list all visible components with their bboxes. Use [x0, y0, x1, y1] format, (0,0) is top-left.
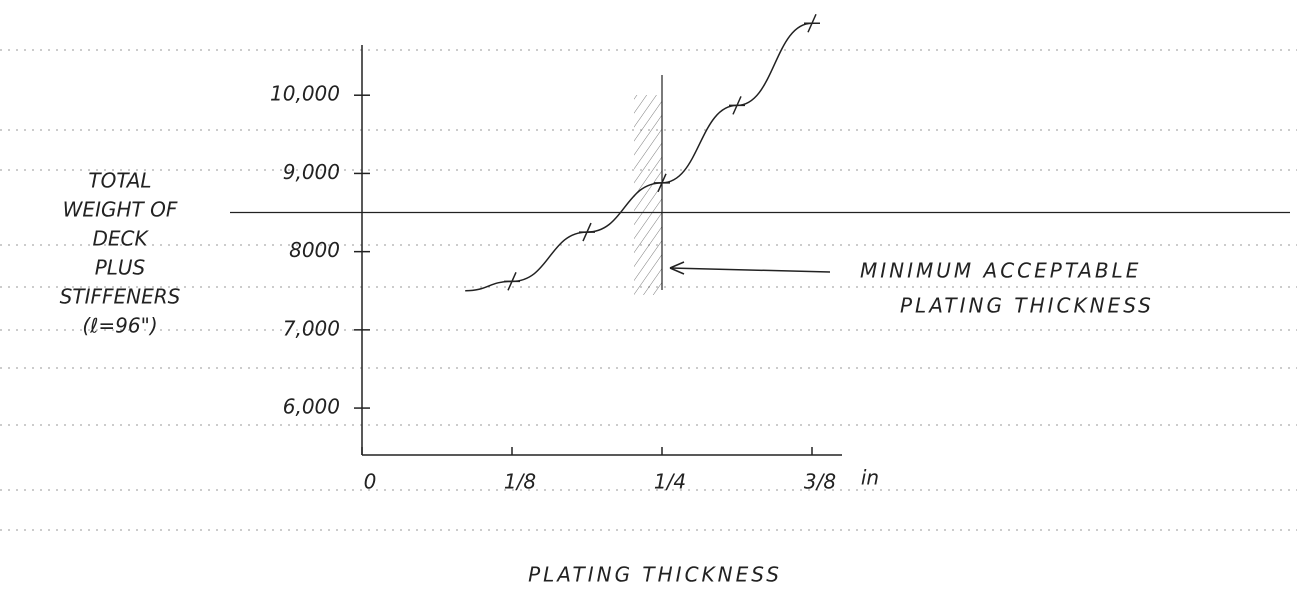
y-axis-title: (ℓ=96") — [82, 314, 157, 338]
annotation: MINIMUM ACCEPTABLE — [860, 259, 1141, 283]
x-tick-label: 1/8 — [504, 470, 536, 494]
y-axis-title: WEIGHT OF — [63, 198, 178, 222]
y-tick-label: 8000 — [289, 238, 340, 262]
x-axis-title: PLATING THICKNESS — [528, 563, 782, 587]
x-tick-label: 1/4 — [654, 470, 686, 494]
cross-marker — [729, 96, 745, 115]
y-tick-label: 6,000 — [283, 395, 340, 419]
arrow — [669, 267, 831, 273]
y-axis-title: DECK — [92, 227, 149, 251]
y-axis-title: STIFFENERS — [60, 285, 181, 309]
y-tick-label: 10,000 — [270, 82, 340, 106]
annotation: PLATING THICKNESS — [900, 294, 1154, 318]
cross-marker — [804, 13, 820, 33]
y-axis-title: PLUS — [95, 256, 146, 280]
x-unit: in — [861, 466, 879, 490]
y-axis-title: TOTAL — [88, 169, 151, 193]
arrow-head — [669, 261, 685, 275]
cross-marker — [579, 222, 595, 242]
hatch-region — [634, 95, 662, 295]
cross-marker — [654, 173, 670, 193]
x-tick-label: 0 — [364, 470, 377, 494]
x-tick-label: 3/8 — [804, 470, 836, 494]
y-tick-label: 9,000 — [283, 160, 340, 184]
cross-marker — [504, 272, 520, 291]
y-tick-label: 7,000 — [283, 316, 340, 340]
